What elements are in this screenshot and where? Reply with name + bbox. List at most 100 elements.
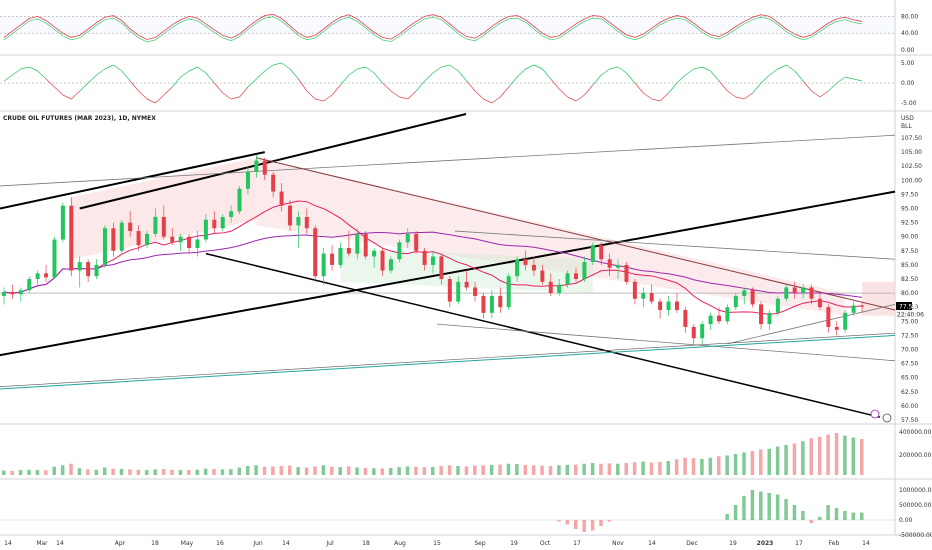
time-tick-label: Jun [252,540,263,547]
unit-label: BLL [901,123,912,130]
candle-body [489,295,494,313]
momentum-segment [373,72,383,84]
momentum-segment [399,96,408,100]
price-pane: 107.50 105.00 102.50 100.00 97.50 95.00 92.50 9… [0,113,922,424]
volume-bar [161,469,166,475]
momentum-segment [601,68,610,76]
earnings-marker-icon[interactable] [882,413,892,423]
candle-body [801,287,806,294]
volume-bar [363,467,368,475]
accumulation-bar [809,520,814,523]
momentum-segment [3,74,13,82]
volume-bar [767,448,771,475]
momentum-segment [702,66,711,72]
momentum-segment [298,78,308,92]
price-tick-label: 85.00 [901,262,918,269]
volume-bar [759,449,763,475]
time-tick-label: Apr [115,540,126,547]
momentum-segment [676,74,686,84]
trend-line [256,157,896,311]
momentum-segment [794,70,804,82]
candle-body [161,216,166,237]
candle-body [515,259,520,277]
candle-body [2,291,6,296]
dividend-marker-icon[interactable] [870,409,880,419]
volume-bar [288,465,292,475]
momentum-segment [432,66,442,74]
candle-body [271,174,276,192]
volume-tick-label: 200000.00 [899,452,932,459]
candle-body [44,273,49,278]
volume-bar [498,464,502,475]
time-tick-label: 17 [795,540,803,547]
momentum-segment [121,70,131,82]
candle-body [658,301,663,311]
momentum-segment [214,82,223,94]
osc1-tick-label: 0.00 [901,47,915,54]
volume-bar [843,435,847,475]
volume-bar [792,443,797,475]
volume-bar [262,466,267,475]
candle-body [759,304,764,325]
momentum-segment [744,92,753,100]
volume-bar [86,469,90,475]
candle-body [237,188,242,212]
accumulation-bar [860,512,864,520]
momentum-segment [365,66,375,74]
volume-bar [801,441,805,475]
momentum-segment [62,94,72,100]
volume-bar [834,433,839,475]
candle-body [666,301,671,311]
time-tick-label: 14 [862,540,870,547]
volume-bar [10,470,14,475]
momentum-segment [811,90,821,98]
candle-body [775,298,780,313]
momentum-segment [542,68,552,80]
momentum-segment [634,82,644,94]
volume-bar [338,467,342,475]
price-tick-label: 105.00 [901,149,922,156]
volume-bar [742,452,746,475]
time-tick-label: Jul [325,540,334,547]
osc1-tick-label: 80.00 [901,13,918,20]
price-tick-label: 82.50 [901,276,918,283]
candle-body [456,281,461,302]
candle-body [414,233,419,251]
momentum-segment [802,80,812,92]
momentum-segment [323,94,333,102]
volume-bar [464,466,469,475]
momentum-pane: 5.00 0.00 -5.00 [0,60,917,107]
momentum-segment [247,78,257,88]
candle-body [826,307,831,327]
volume-bar [691,458,696,475]
volume-bar [750,451,755,475]
volume-bar [607,463,612,475]
volume-bar [271,466,275,475]
candle-body [372,250,377,257]
candle-body [717,315,721,322]
volume-bar [515,464,519,475]
candle-body [262,160,267,175]
candle-body [363,233,368,257]
time-tick-label: 2023 [757,540,774,547]
volume-bar [431,466,435,475]
time-tick-label: 19 [510,540,518,547]
countdown-label: 22:40:06 [897,312,924,319]
price-tick-label: 65.00 [901,375,918,382]
accumulation-bar [784,499,788,520]
candle-body [691,326,696,339]
momentum-segment [129,80,139,92]
momentum-segment [508,76,518,88]
volume-bar [565,464,570,475]
candle-body [18,290,23,295]
candle-body [641,293,646,299]
volume-bar [136,469,141,475]
volume-bar [473,465,477,475]
volume-bar [489,464,494,475]
trend-line [0,151,265,210]
volume-bar [2,470,6,475]
candle-body [145,233,149,246]
candle-body [380,250,385,271]
accumulation-bar [733,505,738,520]
momentum-segment [609,66,619,70]
